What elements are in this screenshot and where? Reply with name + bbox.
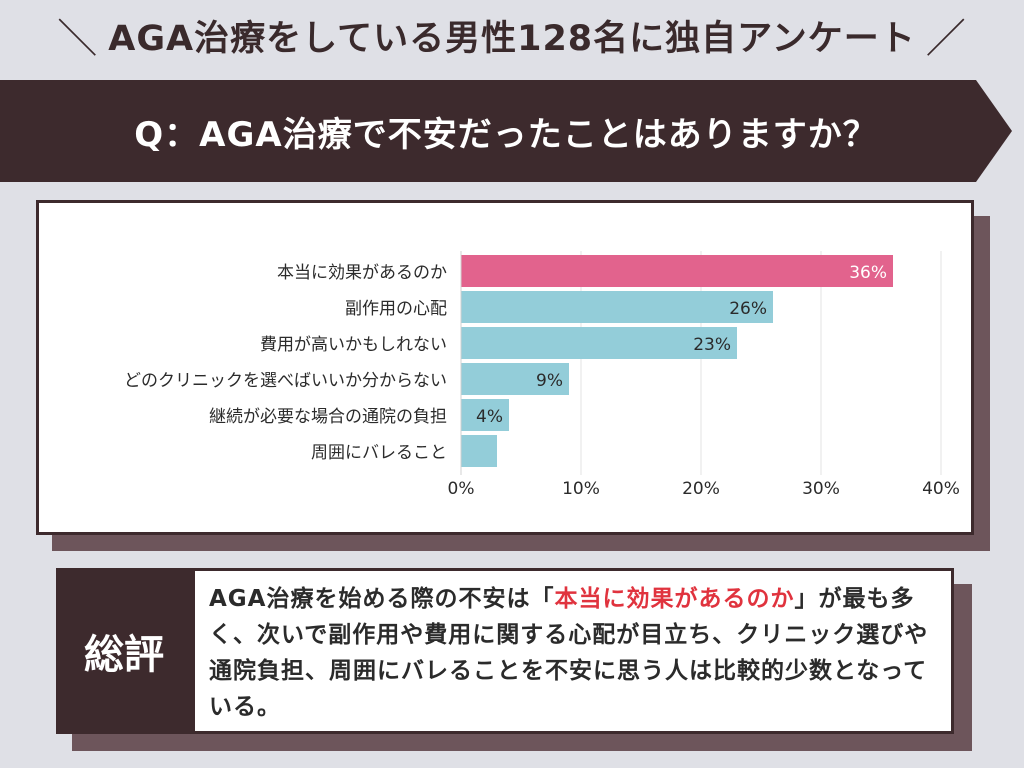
category-label-3: どのクリニックを選べばいいか分からない — [124, 371, 447, 391]
survey-title: AGA治療をしている男性128名に独自アンケート — [108, 18, 916, 59]
data-label-1: 26% — [729, 299, 767, 319]
question-banner: Q：AGA治療で不安だったことはありますか？ — [0, 80, 1012, 182]
bar-3 — [461, 363, 569, 395]
header-slash-right: ／ — [925, 16, 967, 62]
summary-label: 総評 — [84, 632, 164, 678]
bar-0 — [461, 255, 893, 287]
summary-highlight: 本当に効果があるのか — [554, 586, 795, 612]
x-tick-label-2: 20% — [682, 479, 720, 499]
bar-1 — [461, 291, 773, 323]
bar-4 — [461, 399, 509, 431]
bar-5 — [461, 435, 497, 467]
header-slash-left: ＼ — [57, 16, 99, 62]
question-text: Q：AGA治療で不安だったことはありますか？ — [134, 114, 878, 155]
x-tick-label-4: 40% — [922, 479, 960, 499]
summary-text: AGA治療を始める際の不安は「本当に効果があるのか」が最も多く、次いで副作用や費… — [209, 581, 937, 725]
category-label-2: 費用が高いかもしれない — [260, 335, 447, 355]
summary-text-after: 」が最も多く、次いで副作用や費用に関する心配が目立ち、クリニック選びや通院負担、… — [209, 586, 929, 720]
category-label-4: 継続が必要な場合の通院の負担 — [209, 407, 447, 427]
category-label-1: 副作用の心配 — [345, 299, 447, 319]
data-label-2: 23% — [693, 335, 731, 355]
category-label-5: 周囲にバレること — [311, 443, 447, 463]
bar-2 — [461, 327, 737, 359]
data-label-0: 36% — [849, 263, 887, 283]
x-tick-label-0: 0% — [448, 479, 475, 499]
summary-text-before: AGA治療を始める際の不安は「 — [209, 586, 555, 612]
bar-chart: 本当に効果があるのか 36% 副作用の心配 26% 費用が高いかもしれない 23% どのクリ… — [124, 251, 960, 499]
data-label-4: 4% — [476, 407, 503, 427]
summary-box: AGA治療を始める際の不安は「本当に効果があるのか」が最も多く、次いで副作用や費… — [192, 568, 954, 734]
chart-panel: 本当に効果があるのか 36% 副作用の心配 26% 費用が高いかもしれない 23% どのクリ… — [36, 200, 974, 535]
data-label-3: 9% — [536, 371, 563, 391]
x-tick-label-1: 10% — [562, 479, 600, 499]
x-tick-label-3: 30% — [802, 479, 840, 499]
category-label-0: 本当に効果があるのか — [277, 263, 447, 283]
survey-header: ＼ AGA治療をしている男性128名に独自アンケート ／ — [0, 10, 1024, 62]
summary-label-box: 総評 — [56, 568, 192, 734]
